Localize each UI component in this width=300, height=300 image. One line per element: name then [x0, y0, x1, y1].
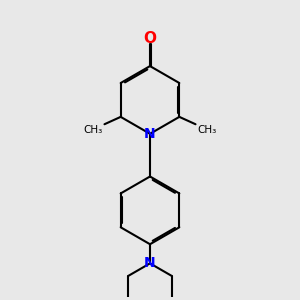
Text: CH₃: CH₃	[197, 125, 216, 135]
Text: CH₃: CH₃	[84, 125, 103, 135]
Text: N: N	[144, 127, 156, 141]
Text: O: O	[143, 31, 157, 46]
Text: N: N	[144, 256, 156, 270]
